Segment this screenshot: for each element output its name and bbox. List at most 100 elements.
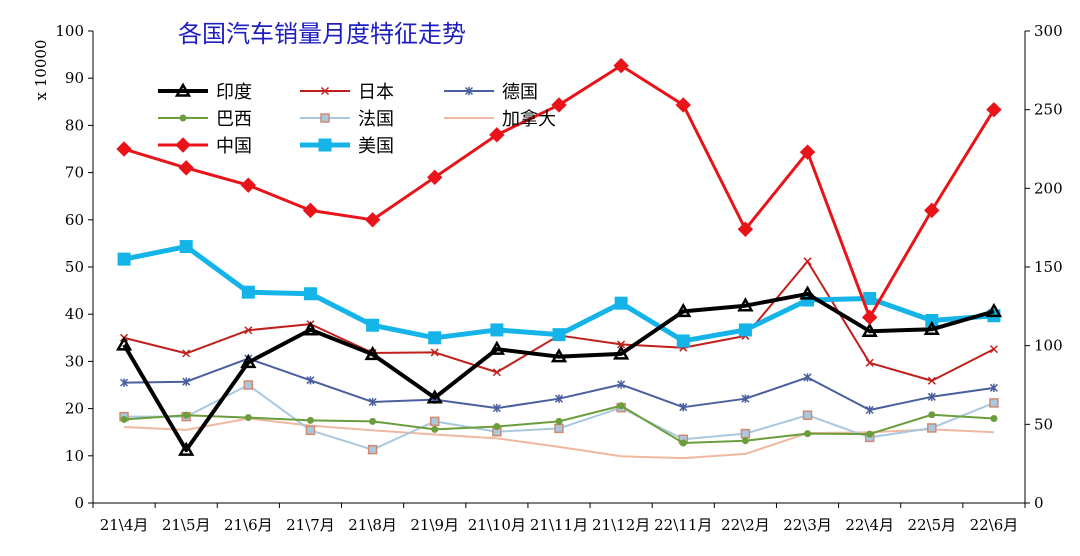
data-point — [368, 397, 377, 407]
x-tick-label: 21\5月 — [162, 516, 211, 534]
series-line — [124, 417, 994, 460]
legend-item: 加拿大 — [444, 108, 556, 130]
chart-title: 各国汽车销量月度特征走势 — [178, 20, 466, 48]
data-point — [182, 411, 190, 419]
data-point — [924, 202, 940, 219]
legend-item: 法国 — [300, 109, 394, 130]
left-tick-label: 60 — [65, 211, 84, 229]
data-point — [492, 368, 501, 377]
data-point — [427, 169, 443, 186]
legend-item: 德国 — [444, 82, 538, 103]
data-point — [243, 380, 254, 390]
data-point — [675, 302, 692, 318]
data-point — [617, 402, 625, 410]
x-tick-label: 21\7月 — [286, 516, 335, 534]
legend-item: 巴西 — [158, 109, 252, 130]
x-tick-label: 21\11月 — [530, 516, 588, 534]
x-tick-label: 22\3月 — [783, 516, 832, 534]
data-point — [989, 383, 998, 393]
data-point — [985, 302, 1003, 318]
data-point — [740, 428, 751, 439]
x-tick-label: 22\11月 — [654, 516, 712, 534]
data-point — [617, 340, 626, 349]
x-tick-label: 21\8月 — [348, 516, 397, 534]
data-point — [986, 101, 1002, 118]
data-point — [488, 340, 506, 355]
left-tick-label: 40 — [65, 305, 84, 323]
x-tick-label: 21\6月 — [224, 516, 273, 534]
data-point — [302, 202, 319, 219]
x-tick-label: 21\12月 — [592, 516, 650, 534]
x-tick-label: 21\9月 — [410, 516, 459, 534]
data-point — [240, 177, 257, 193]
data-point — [364, 345, 381, 361]
data-point — [990, 415, 998, 423]
data-point — [612, 345, 630, 360]
series-中国 — [116, 57, 1002, 326]
x-tick-label: 21\4月 — [100, 516, 149, 534]
data-point — [925, 313, 939, 327]
data-point — [865, 358, 874, 367]
series-法国 — [119, 380, 999, 455]
legend-label: 美国 — [358, 136, 394, 157]
data-point — [865, 405, 874, 415]
data-point — [861, 322, 878, 337]
data-point — [554, 423, 564, 434]
data-point — [741, 437, 749, 445]
data-point — [861, 309, 878, 326]
data-point — [364, 212, 381, 228]
data-point — [116, 141, 132, 157]
legend-label: 巴西 — [216, 109, 252, 130]
data-point — [550, 348, 568, 363]
legend-item: 日本 — [300, 82, 394, 103]
data-point — [179, 114, 187, 122]
x-tick-label: 22\6月 — [970, 516, 1019, 534]
x-tick-label: 22\4月 — [845, 516, 894, 534]
right-tick-label: 150 — [1034, 258, 1063, 276]
data-point — [120, 378, 129, 387]
data-point — [927, 392, 936, 401]
legend-item: 美国 — [300, 136, 394, 157]
data-point — [679, 439, 687, 447]
data-point — [675, 97, 691, 113]
data-point — [679, 402, 688, 412]
x-tick-label: 22\2月 — [721, 516, 770, 534]
data-point — [737, 221, 754, 237]
data-point — [120, 415, 128, 423]
y-axis-label: x 10000 — [32, 40, 50, 101]
legend-item: 印度 — [158, 82, 252, 103]
data-point — [367, 444, 378, 455]
data-point — [928, 411, 936, 419]
legend-item: 中国 — [158, 136, 252, 157]
data-point — [240, 353, 257, 369]
data-point — [429, 416, 440, 427]
legend-label: 中国 — [216, 136, 252, 157]
data-point — [428, 331, 442, 345]
left-tick-label: 90 — [65, 69, 84, 87]
series-加拿大 — [124, 417, 994, 460]
legend-label: 日本 — [358, 82, 394, 103]
data-point — [178, 441, 195, 456]
data-point — [923, 320, 940, 336]
right-tick-label: 200 — [1034, 179, 1063, 197]
left-tick-label: 10 — [65, 447, 84, 465]
data-point — [803, 373, 812, 382]
data-point — [306, 376, 315, 385]
data-point — [182, 377, 191, 386]
right-tick-label: 50 — [1034, 415, 1053, 433]
data-point — [426, 389, 443, 404]
data-point — [614, 296, 628, 310]
data-point — [799, 285, 816, 300]
right-tick-label: 100 — [1034, 337, 1063, 355]
data-point — [115, 336, 133, 351]
series-line — [123, 260, 995, 382]
right-tick-label: 300 — [1034, 22, 1063, 40]
data-point — [737, 297, 754, 312]
data-point — [302, 321, 319, 336]
series-美国 — [117, 240, 1001, 348]
data-point — [303, 287, 317, 301]
data-point — [117, 252, 131, 266]
data-point — [489, 127, 505, 143]
